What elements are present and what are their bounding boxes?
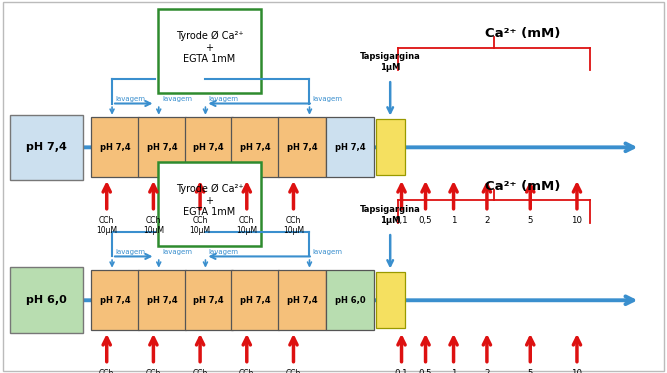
Text: 1: 1 — [451, 216, 456, 225]
Text: CCh
10μM: CCh 10μM — [143, 369, 164, 373]
Text: pH 6,0: pH 6,0 — [335, 296, 366, 305]
FancyBboxPatch shape — [91, 270, 139, 330]
Text: CCh
10μM: CCh 10μM — [189, 216, 211, 235]
Text: 0,1: 0,1 — [395, 369, 408, 373]
Text: lavagem: lavagem — [209, 249, 239, 255]
Text: CCh
10μM: CCh 10μM — [236, 369, 257, 373]
Text: lavagem: lavagem — [162, 96, 192, 102]
Text: 10: 10 — [572, 369, 582, 373]
Text: CCh
10μM: CCh 10μM — [189, 369, 211, 373]
Text: Ca²⁺ (mM): Ca²⁺ (mM) — [485, 180, 560, 193]
Text: pH 7,4: pH 7,4 — [147, 143, 177, 152]
FancyBboxPatch shape — [158, 9, 261, 94]
Text: lavagem: lavagem — [115, 249, 145, 255]
FancyBboxPatch shape — [326, 117, 374, 178]
Text: lavagem: lavagem — [209, 96, 239, 102]
Text: 2: 2 — [484, 369, 490, 373]
Text: Tapsigargina
1μM: Tapsigargina 1μM — [360, 205, 421, 225]
Text: lavagem: lavagem — [162, 249, 192, 255]
Text: pH 7,4: pH 7,4 — [335, 143, 366, 152]
FancyBboxPatch shape — [376, 272, 405, 328]
FancyBboxPatch shape — [138, 117, 186, 178]
FancyBboxPatch shape — [278, 270, 326, 330]
FancyBboxPatch shape — [10, 267, 83, 333]
Text: 0,5: 0,5 — [419, 216, 432, 225]
Text: pH 7,4: pH 7,4 — [240, 296, 271, 305]
Text: 0,5: 0,5 — [419, 369, 432, 373]
Text: CCh
10μM: CCh 10μM — [236, 216, 257, 235]
Text: CCh
10μM: CCh 10μM — [283, 216, 304, 235]
FancyBboxPatch shape — [158, 162, 261, 246]
Text: Ca²⁺ (mM): Ca²⁺ (mM) — [485, 27, 560, 40]
Text: pH 7,4: pH 7,4 — [100, 296, 131, 305]
Text: CCh
10μM: CCh 10μM — [96, 216, 117, 235]
FancyBboxPatch shape — [231, 117, 279, 178]
Text: pH 6,0: pH 6,0 — [26, 295, 67, 305]
Text: 0,1: 0,1 — [395, 216, 408, 225]
Text: Tapsigargina
1μM: Tapsigargina 1μM — [360, 52, 421, 72]
Text: 2: 2 — [484, 216, 490, 225]
FancyBboxPatch shape — [10, 115, 83, 180]
Text: lavagem: lavagem — [313, 96, 343, 102]
FancyBboxPatch shape — [185, 270, 233, 330]
FancyBboxPatch shape — [138, 270, 186, 330]
Text: pH 7,4: pH 7,4 — [100, 143, 131, 152]
Text: pH 7,4: pH 7,4 — [193, 296, 224, 305]
Text: lavagem: lavagem — [115, 96, 145, 102]
Text: Tyrode Ø Ca²⁺
+
EGTA 1mM: Tyrode Ø Ca²⁺ + EGTA 1mM — [175, 31, 243, 64]
Text: CCh
10μM: CCh 10μM — [143, 216, 164, 235]
FancyBboxPatch shape — [326, 270, 374, 330]
Text: pH 7,4: pH 7,4 — [193, 143, 224, 152]
FancyBboxPatch shape — [376, 119, 405, 176]
FancyBboxPatch shape — [278, 117, 326, 178]
Text: 5: 5 — [528, 369, 533, 373]
Text: pH 7,4: pH 7,4 — [26, 142, 67, 152]
FancyBboxPatch shape — [91, 117, 139, 178]
Text: 10: 10 — [572, 216, 582, 225]
Text: 5: 5 — [528, 216, 533, 225]
Text: pH 7,4: pH 7,4 — [287, 296, 317, 305]
Text: CCh
10μM: CCh 10μM — [283, 369, 304, 373]
Text: 1: 1 — [451, 369, 456, 373]
Text: pH 7,4: pH 7,4 — [240, 143, 271, 152]
Text: pH 7,4: pH 7,4 — [287, 143, 317, 152]
Text: pH 7,4: pH 7,4 — [147, 296, 177, 305]
FancyBboxPatch shape — [185, 117, 233, 178]
Text: CCh
10μM: CCh 10μM — [96, 369, 117, 373]
FancyBboxPatch shape — [231, 270, 279, 330]
Text: Tyrode Ø Ca²⁺
+
EGTA 1mM: Tyrode Ø Ca²⁺ + EGTA 1mM — [175, 184, 243, 217]
Text: lavagem: lavagem — [313, 249, 343, 255]
